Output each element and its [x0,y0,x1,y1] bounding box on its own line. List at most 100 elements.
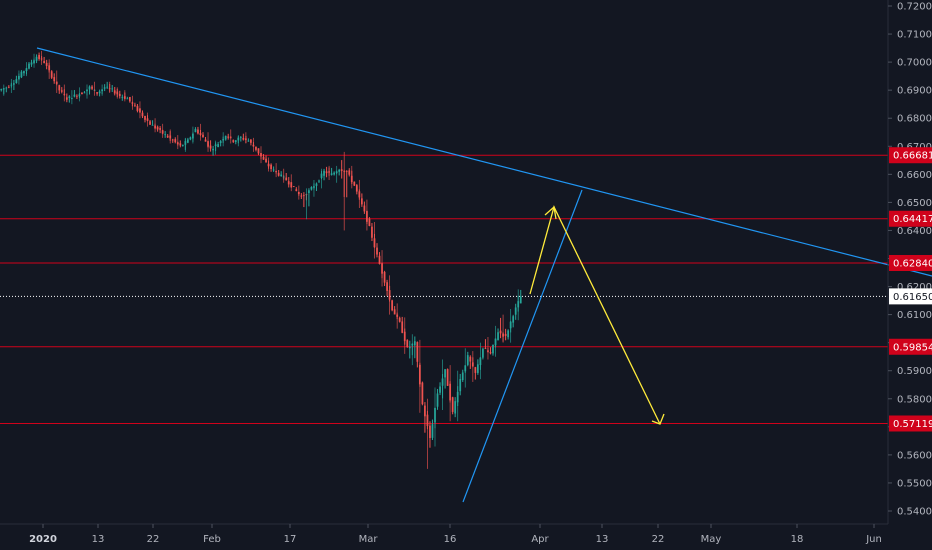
candle-body [73,94,76,97]
price-tag-bg [889,147,932,164]
candle-body [277,172,280,176]
candle-body [149,121,151,125]
x-tick-label: 2020 [29,534,57,545]
candle-body [474,367,477,373]
candle-body [413,341,416,346]
candle-body [338,169,341,172]
candle-body [270,164,272,170]
time-axis[interactable]: 2020 13 22 Feb 17 Mar 16 Apr 13 22 May 18 Jun [29,524,882,545]
candle-body [499,330,502,334]
candle-body [421,382,424,405]
x-tick-label: Mar [359,534,379,545]
candle-body [189,137,192,140]
candle-body [91,86,93,89]
candle-body [507,330,510,338]
candle-body [126,98,129,100]
candle-body [96,92,98,94]
candle-body [15,79,18,84]
x-tick-label: 17 [284,534,297,545]
candle-body [181,144,184,146]
candle-body [391,300,394,311]
candle-body [204,139,207,142]
candle-body [43,61,46,63]
candle-body [156,126,159,130]
candle-body [300,195,303,197]
candle-body [250,139,252,143]
candle-body [355,185,358,192]
candle-body [345,171,348,172]
candle-body [58,85,61,91]
candle-body [446,369,449,386]
candle-body [308,190,310,194]
candle-body [398,317,401,322]
candle-body [439,386,441,393]
candle-body [106,86,109,88]
candle-body [209,145,212,149]
candle-body [466,355,469,365]
candle-body [20,71,23,78]
candle-body [310,187,313,190]
candle-body [103,87,106,89]
candle-body [45,62,48,66]
x-tick-label: May [701,534,722,545]
projection-arrowhead-down [651,413,665,425]
descending-trendline [36,47,932,277]
candle-body [265,158,267,163]
x-tick-label: Jun [865,534,882,545]
price-tags: 0.66681 0.64417 0.62840 0.59854 0.57119 0.616… [889,147,932,432]
candle-body [224,135,227,140]
candle-body [227,136,230,138]
candle-body [492,344,494,354]
price-tag-bg [889,254,932,271]
horizontal-levels [0,154,888,424]
candle-body [272,169,275,171]
candle-body [35,56,38,61]
candle-body [179,143,182,146]
candle-body [30,62,33,65]
candle-body [348,170,351,175]
candle-body [174,139,177,143]
y-tick-label: 0.54000 [897,507,932,518]
candle-body [292,186,295,188]
price-tag-bg [889,210,932,227]
candle-body [482,348,484,358]
candle-body [444,369,446,378]
candle-body [242,137,245,140]
candle-body [378,255,381,264]
candle-body [141,112,144,117]
candle-body [489,352,492,354]
candle-body [459,378,462,392]
candle-body [194,129,197,133]
last-price-tag-bg [889,288,932,305]
candle-body [484,348,487,350]
candle-body [280,174,283,177]
candle-body [368,218,371,227]
price-tag-label: 0.64417 [893,214,932,225]
candle-body [136,105,139,111]
candle-body [113,90,116,94]
x-tick-label: Apr [531,534,549,545]
candle-body [98,91,101,94]
candle-body [302,195,305,197]
candle-body [431,424,434,438]
x-tick-label: 22 [147,534,160,545]
candle-body [83,92,86,94]
candle-body [285,177,288,181]
candle-body [23,71,25,74]
candle-body [212,148,214,151]
candle-body [476,364,479,373]
candle-body [353,181,356,186]
candle-body [60,90,63,92]
candle-body [134,104,136,106]
price-tag-label: 0.62840 [893,258,932,269]
